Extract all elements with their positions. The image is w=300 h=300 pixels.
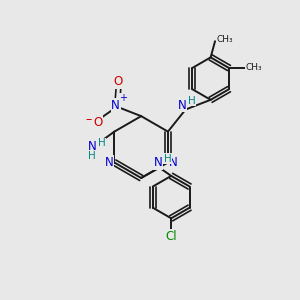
Text: Cl: Cl [165,230,177,243]
Text: H: H [98,138,105,148]
Text: N: N [88,140,96,153]
Text: H: H [164,154,172,164]
Text: +: + [119,94,128,103]
Text: N: N [178,99,186,112]
Text: CH₃: CH₃ [216,35,233,44]
Text: H: H [88,151,96,161]
Text: CH₃: CH₃ [246,64,262,73]
Text: O: O [93,116,103,129]
Text: –: – [85,113,91,126]
Text: N: N [111,99,120,112]
Text: N: N [105,156,113,169]
Text: N: N [169,156,178,169]
Text: O: O [114,75,123,88]
Text: N: N [154,156,163,169]
Text: H: H [188,96,196,106]
